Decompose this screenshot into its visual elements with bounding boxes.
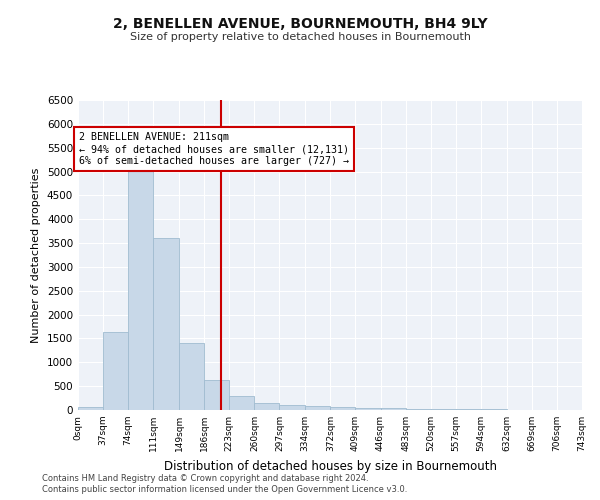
- Bar: [280, 405, 305, 410]
- Bar: [355, 408, 380, 410]
- Text: Size of property relative to detached houses in Bournemouth: Size of property relative to detached ho…: [130, 32, 470, 42]
- X-axis label: Distribution of detached houses by size in Bournemouth: Distribution of detached houses by size …: [163, 460, 497, 472]
- Bar: [331, 407, 355, 410]
- Text: Contains HM Land Registry data © Crown copyright and database right 2024.: Contains HM Land Registry data © Crown c…: [42, 474, 368, 483]
- Y-axis label: Number of detached properties: Number of detached properties: [31, 168, 41, 342]
- Bar: [380, 408, 406, 410]
- Bar: [229, 396, 254, 410]
- Bar: [456, 409, 481, 410]
- Bar: [103, 332, 128, 410]
- Bar: [204, 380, 229, 410]
- Bar: [254, 402, 280, 410]
- Text: 2, BENELLEN AVENUE, BOURNEMOUTH, BH4 9LY: 2, BENELLEN AVENUE, BOURNEMOUTH, BH4 9LY: [113, 18, 487, 32]
- Bar: [78, 406, 103, 410]
- Text: 2 BENELLEN AVENUE: 211sqm
← 94% of detached houses are smaller (12,131)
6% of se: 2 BENELLEN AVENUE: 211sqm ← 94% of detac…: [79, 132, 349, 166]
- Text: Contains public sector information licensed under the Open Government Licence v3: Contains public sector information licen…: [42, 485, 407, 494]
- Bar: [179, 343, 204, 410]
- Bar: [431, 409, 456, 410]
- Bar: [406, 408, 431, 410]
- Bar: [128, 168, 153, 410]
- Bar: [305, 406, 331, 410]
- Bar: [153, 238, 179, 410]
